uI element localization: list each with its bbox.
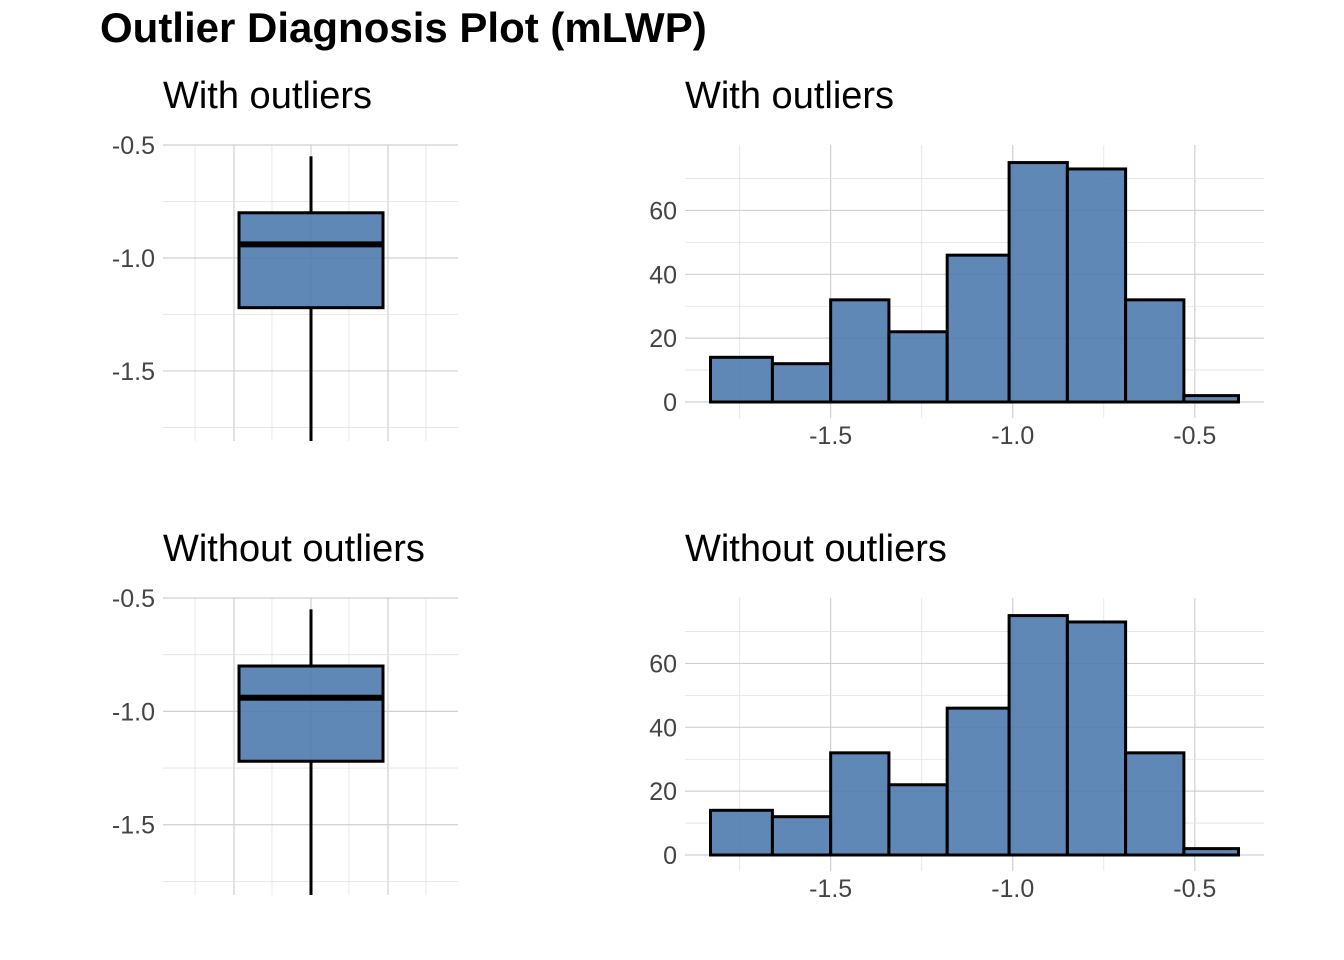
- figure-title: Outlier Diagnosis Plot (mLWP): [100, 4, 707, 51]
- histogram-bar: [945, 706, 1011, 857]
- histogram-with-outliers: With outliers 0 20 40 60 -1.5 -1.0 -0.5: [649, 75, 1264, 450]
- x-tick-label: -1.0: [991, 875, 1034, 903]
- histogram-bar: [945, 253, 1011, 404]
- histogram-bar: [1124, 751, 1186, 857]
- histogram-bar: [770, 815, 833, 857]
- box-iqr: [237, 211, 385, 310]
- y-tick-label: -1.5: [112, 358, 155, 386]
- x-tick-label: -0.5: [1173, 422, 1216, 450]
- y-tick-label: 20: [649, 325, 677, 353]
- x-tick-label: -1.5: [809, 875, 852, 903]
- y-tick-label: 60: [649, 650, 677, 678]
- y-tick-label: 0: [663, 842, 677, 870]
- y-tick-label: 0: [663, 389, 677, 417]
- panel-title: Without outliers: [163, 528, 425, 570]
- histogram-bar: [708, 355, 774, 404]
- y-tick-label: -0.5: [112, 585, 155, 613]
- panel-title: With outliers: [685, 75, 894, 117]
- histogram-bar: [1065, 620, 1128, 857]
- histogram-bar: [887, 330, 949, 404]
- box-iqr: [237, 664, 385, 763]
- histogram-bar: [1065, 167, 1128, 404]
- x-tick-label: -1.5: [809, 422, 852, 450]
- histogram-bar: [1182, 394, 1241, 404]
- x-tick-label: -0.5: [1173, 875, 1216, 903]
- x-tick-label: -1.0: [991, 422, 1034, 450]
- histogram-bar: [887, 783, 949, 857]
- y-tick-label: 40: [649, 714, 677, 742]
- y-tick-label: 40: [649, 261, 677, 289]
- histogram-bar: [829, 751, 891, 857]
- y-tick-label: -1.0: [112, 698, 155, 726]
- y-tick-label: -1.0: [112, 245, 155, 273]
- panel-title: With outliers: [163, 75, 372, 117]
- histogram-bar: [1182, 847, 1241, 857]
- y-tick-label: -1.5: [112, 812, 155, 840]
- y-tick-label: 20: [649, 778, 677, 806]
- boxplot-with-outliers: With outliers -0.5 -1.0 -1.5: [112, 75, 458, 441]
- histogram-bar: [829, 298, 891, 404]
- boxplot-without-outliers: Without outliers -0.5 -1.0 -1.5: [112, 528, 458, 895]
- histogram-bar: [770, 362, 833, 404]
- histogram-bar: [708, 808, 774, 857]
- y-tick-label: -0.5: [112, 132, 155, 160]
- histogram-bar: [1007, 161, 1069, 404]
- panel-title: Without outliers: [685, 528, 947, 570]
- histogram-bar: [1124, 298, 1186, 404]
- histogram-without-outliers: Without outliers 0 20 40 60 -1.5 -1.0 -0.5: [649, 528, 1264, 903]
- histogram-bar: [1007, 614, 1069, 857]
- y-tick-label: 60: [649, 197, 677, 225]
